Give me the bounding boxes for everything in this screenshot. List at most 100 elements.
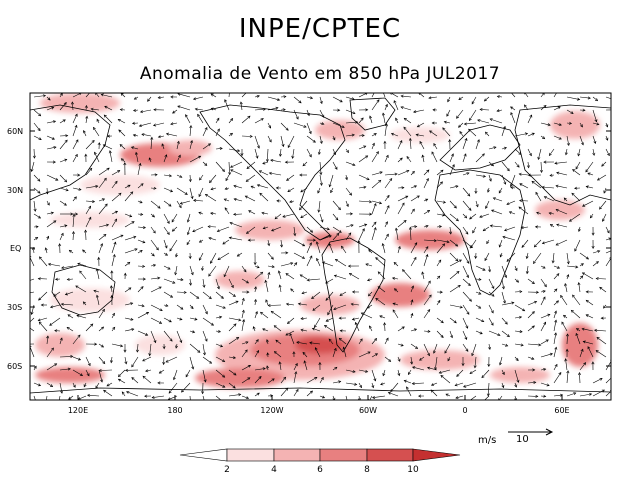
wind-vector-head — [166, 231, 170, 236]
wind-vector — [542, 186, 555, 189]
wind-vector — [594, 329, 607, 332]
wind-vector-head — [245, 178, 249, 182]
wind-vector — [601, 161, 607, 167]
wind-vector-head — [333, 307, 337, 311]
wind-vector-head — [62, 119, 66, 123]
wind-vector-head — [26, 343, 28, 346]
wind-vector — [69, 249, 74, 254]
wind-vector — [266, 339, 269, 345]
wind-vector — [137, 239, 146, 243]
wind-vector — [578, 282, 581, 293]
wind-vector — [579, 252, 589, 260]
wind-vector — [371, 151, 379, 163]
wind-vector — [270, 159, 282, 163]
wind-vector-head — [191, 366, 195, 370]
wind-vector-head — [124, 361, 128, 365]
wind-vector-head — [468, 117, 472, 122]
wind-vector-head — [463, 384, 467, 388]
wind-vector — [327, 304, 334, 315]
wind-vector — [176, 330, 182, 343]
wind-vector — [120, 93, 126, 98]
wind-vector — [514, 330, 523, 333]
wind-vector-head — [497, 333, 501, 336]
wind-vector-head — [555, 300, 559, 304]
wind-vector-head — [439, 181, 443, 185]
wind-vector — [462, 317, 468, 329]
wind-vector-head — [236, 337, 240, 340]
wind-vector-head — [174, 272, 178, 276]
wind-vector — [390, 382, 399, 392]
wind-vector — [275, 339, 282, 345]
wind-vector-head — [581, 142, 584, 146]
wind-vector-head — [274, 216, 278, 220]
wind-vector — [423, 210, 430, 215]
wind-vector-head — [385, 154, 389, 158]
wind-vector — [485, 200, 490, 209]
wind-vector — [139, 122, 152, 127]
wind-vector-head — [569, 218, 573, 222]
wind-vector-head — [577, 281, 581, 286]
wind-vector — [449, 252, 459, 262]
wind-vector-head — [603, 190, 607, 194]
wind-vector-head — [142, 358, 146, 362]
antarctica-outline — [30, 387, 611, 394]
wind-vector — [241, 395, 249, 399]
wind-vector-head — [595, 261, 599, 265]
wind-vector-head — [74, 124, 78, 128]
wind-vector-head — [112, 312, 115, 316]
wind-vector — [410, 208, 415, 215]
wind-vector — [306, 242, 312, 254]
wind-vector — [472, 226, 477, 234]
wind-vector — [169, 239, 178, 252]
wind-vector-head — [471, 101, 475, 105]
wind-vector-head — [378, 179, 382, 183]
asia-outline — [514, 104, 611, 206]
wind-vector — [106, 382, 113, 387]
wind-vector — [267, 378, 275, 384]
wind-vector — [449, 164, 455, 176]
wind-vector — [33, 174, 41, 182]
wind-vector — [410, 313, 413, 319]
wind-vector — [371, 171, 383, 176]
wind-vector — [483, 226, 490, 232]
shade-patch — [195, 368, 285, 388]
wind-vector-head — [583, 362, 587, 366]
wind-vector-head — [549, 352, 553, 356]
wind-vector-head — [596, 177, 601, 181]
wind-vector-head — [580, 263, 584, 267]
wind-vector-head — [270, 159, 274, 162]
wind-vector-head — [574, 186, 578, 190]
wind-vector-head — [334, 258, 339, 262]
wind-vector-head — [498, 398, 501, 400]
wind-vector-head — [601, 163, 605, 167]
wind-vector — [372, 395, 386, 398]
wind-vector-head — [496, 95, 500, 99]
wind-vector — [189, 356, 194, 370]
wind-vector — [300, 213, 308, 218]
wind-vector — [186, 239, 191, 245]
wind-vector-head — [248, 88, 251, 91]
wind-vector — [137, 226, 146, 228]
wind-vector — [254, 299, 257, 306]
wind-vector-head — [169, 189, 174, 193]
wind-vector-head — [395, 117, 398, 121]
colorbar-segment — [366, 448, 414, 462]
wind-vector-head — [425, 198, 429, 202]
lat-label: EQ — [10, 244, 21, 253]
wind-vector-head — [262, 161, 266, 165]
wind-vector-head — [83, 384, 87, 388]
wind-vector-head — [79, 270, 83, 274]
wind-vector-head — [555, 184, 559, 188]
wind-vector-head — [363, 145, 367, 149]
wind-vector-head — [466, 274, 469, 279]
wind-vector-head — [201, 267, 205, 272]
wind-vector-head — [336, 232, 340, 236]
wind-vector-head — [222, 241, 226, 245]
wind-vector-head — [496, 109, 500, 113]
wind-vector — [339, 291, 347, 296]
wind-vector-head — [520, 226, 524, 229]
wind-vector — [61, 303, 74, 306]
wind-vector-head — [543, 104, 547, 108]
wind-vector — [345, 148, 349, 153]
lat-axis: 60N 30N EQ 30S 60S — [7, 127, 611, 371]
